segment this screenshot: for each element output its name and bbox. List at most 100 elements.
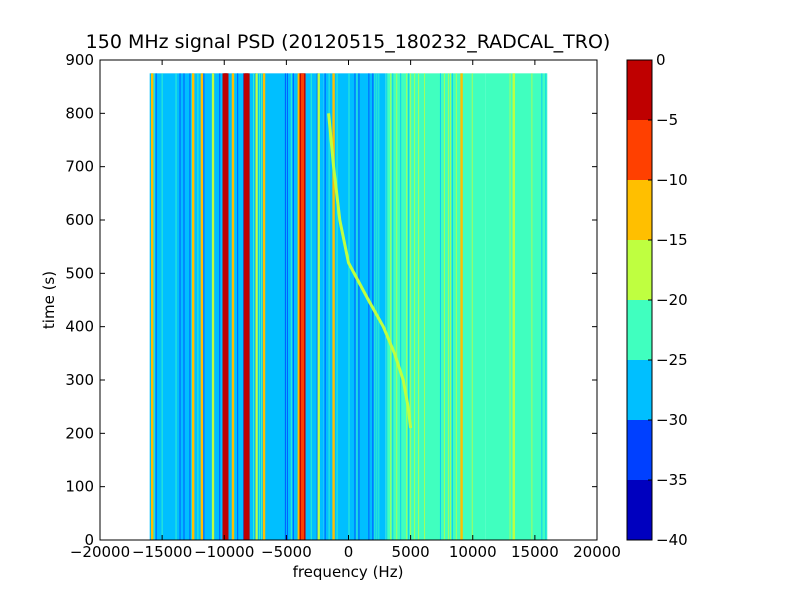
- psd-streak: [414, 73, 416, 540]
- colorbar-tick-label: −15: [656, 231, 688, 249]
- psd-streak: [451, 73, 453, 540]
- y-tick-label: 700: [65, 158, 94, 176]
- psd-streak: [161, 73, 163, 540]
- x-tick-label: −15000: [132, 543, 192, 561]
- psd-streak: [290, 73, 292, 540]
- colorbar-segment: [627, 120, 652, 180]
- psd-background-band: [485, 73, 548, 540]
- psd-streak: [410, 73, 412, 540]
- colorbar-segment: [627, 420, 652, 480]
- spectral-line: [332, 73, 335, 540]
- psd-streak: [310, 73, 312, 540]
- spectral-line: [300, 73, 305, 540]
- psd-streak: [183, 73, 185, 540]
- psd-streak: [541, 73, 543, 540]
- psd-streak: [418, 73, 420, 540]
- psd-streak: [155, 73, 157, 540]
- psd-streak: [328, 73, 330, 540]
- colorbar-segment: [627, 240, 652, 300]
- psd-streak: [259, 73, 261, 540]
- psd-streak: [203, 73, 205, 540]
- y-tick-label: 600: [65, 211, 94, 229]
- psd-streak: [175, 73, 177, 540]
- colorbar-segment: [627, 480, 652, 540]
- y-tick-label: 0: [84, 531, 94, 549]
- psd-streak: [400, 73, 402, 540]
- spectral-line: [223, 73, 228, 540]
- psd-streak: [386, 73, 388, 540]
- colorbar-tick-label: −40: [656, 531, 688, 549]
- psd-streak: [376, 73, 378, 540]
- psd-streak: [374, 73, 376, 540]
- colorbar-tick-label: −5: [656, 111, 678, 129]
- colorbar: 0 −5 −10 −15 −20 −25 −30 −35 −40: [626, 51, 688, 549]
- y-tick-label: 300: [65, 371, 94, 389]
- chart-title: 150 MHz signal PSD (20120515_180232_RADC…: [86, 31, 611, 53]
- psd-streak: [237, 73, 239, 540]
- psd-streak: [443, 73, 445, 540]
- psd-streak: [447, 73, 449, 540]
- psd-streak: [368, 73, 370, 540]
- psd-streak: [449, 73, 451, 540]
- colorbar-segment: [627, 180, 652, 240]
- psd-streak: [191, 73, 193, 540]
- psd-streak: [197, 73, 199, 540]
- spectral-line: [317, 73, 320, 540]
- y-tick-label: 500: [65, 264, 94, 282]
- spectral-line: [262, 73, 266, 540]
- x-tick-label: −10000: [194, 543, 254, 561]
- spectral-line: [245, 73, 249, 540]
- psd-streak: [219, 73, 221, 540]
- x-axis-label: frequency (Hz): [293, 563, 404, 581]
- y-tick-label: 900: [65, 51, 94, 69]
- spectral-line: [460, 73, 463, 540]
- colorbar-segment: [627, 300, 652, 360]
- psd-streak: [261, 73, 263, 540]
- psd-streak: [439, 73, 441, 540]
- psd-streak: [390, 73, 392, 540]
- plot-area: [99, 59, 598, 541]
- psd-streak: [471, 73, 473, 540]
- psd-streak: [378, 73, 380, 540]
- psd-streak: [348, 73, 350, 540]
- y-axis-label: time (s): [40, 271, 58, 329]
- psd-streak: [545, 73, 547, 540]
- spectral-line: [150, 73, 154, 540]
- spectral-line: [231, 73, 235, 540]
- psd-streak: [356, 73, 358, 540]
- colorbar-tick-label: 0: [656, 51, 666, 69]
- spectral-line: [297, 73, 300, 540]
- x-tick-label: 0: [344, 543, 354, 561]
- psd-streak: [316, 73, 318, 540]
- chirp-track: [327, 113, 413, 429]
- x-axis-ticks: −20000 −15000 −10000 −5000 0 5000 10000 15000 20…: [70, 60, 621, 561]
- psd-streak: [153, 73, 155, 540]
- psd-streak: [408, 73, 410, 540]
- psd-background-band: [149, 73, 324, 540]
- psd-streak: [358, 73, 360, 540]
- psd-streak: [324, 73, 326, 540]
- psd-streak: [424, 73, 426, 540]
- psd-streak: [354, 73, 356, 540]
- psd-streak: [455, 73, 457, 540]
- colorbar-segment: [627, 360, 652, 420]
- colorbar-tick-label: −10: [656, 171, 688, 189]
- spectral-line: [200, 73, 204, 540]
- psd-streak: [531, 73, 533, 540]
- psd-streak: [392, 73, 394, 540]
- x-tick-label: 10000: [449, 543, 497, 561]
- colorbar-tick-label: −30: [656, 411, 688, 429]
- x-tick-label: −20000: [70, 543, 130, 561]
- psd-streak: [284, 73, 286, 540]
- spectral-line: [512, 73, 515, 540]
- colorbar-tick-label: −20: [656, 291, 688, 309]
- spectral-line: [191, 73, 195, 540]
- spectral-line: [255, 73, 258, 540]
- y-tick-label: 800: [65, 104, 94, 122]
- psd-streak: [406, 73, 408, 540]
- colorbar-tick-label: −25: [656, 351, 688, 369]
- y-axis-ticks: 0 100 200 300 400 500 600 700 800 900: [65, 51, 597, 549]
- psd-streak: [286, 73, 288, 540]
- x-tick-label: 20000: [573, 543, 621, 561]
